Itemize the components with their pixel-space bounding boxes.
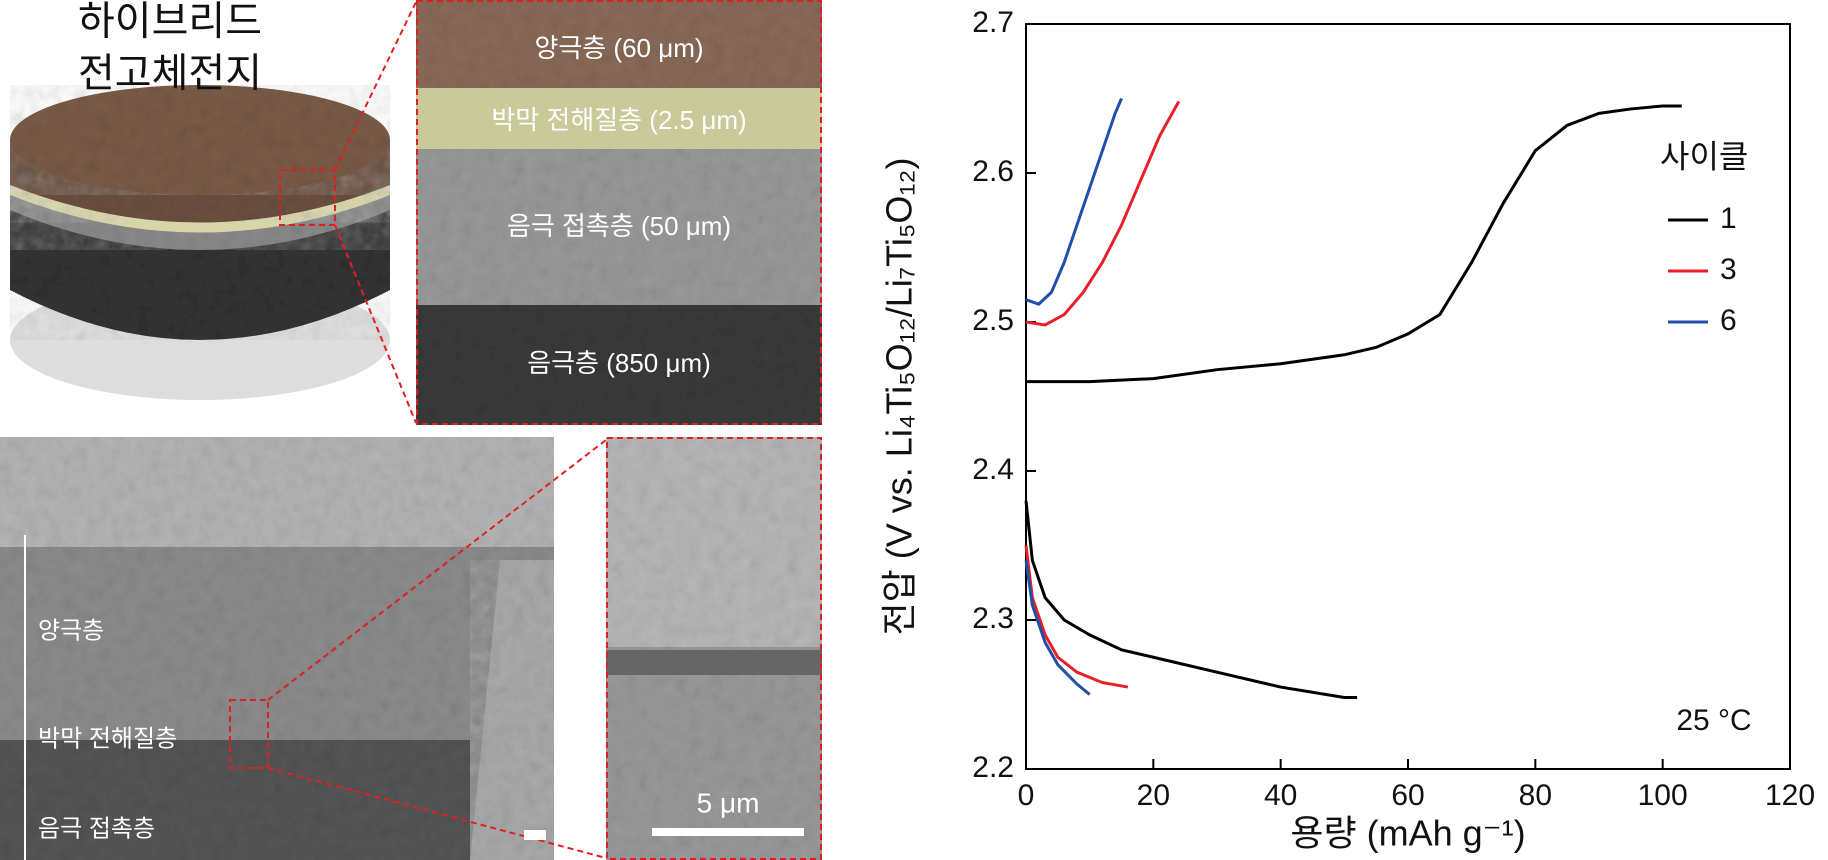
y-axis-label: 전압 (V vs. Li₄Ti₅O₁₂/Li₇Ti₅O₁₂) bbox=[879, 158, 920, 636]
plot-frame bbox=[1025, 23, 1791, 770]
x-axis-label: 용량 (mAh g⁻¹) bbox=[1290, 813, 1525, 854]
scale-bar-label: 5 μm bbox=[697, 787, 760, 818]
sem-label: 박막 전해질층 bbox=[38, 725, 177, 752]
title: 전고체전지 bbox=[78, 52, 262, 96]
x-tick-label: 0 bbox=[1018, 779, 1035, 812]
legend-label: 1 bbox=[1720, 202, 1737, 235]
x-tick-label: 40 bbox=[1264, 779, 1297, 812]
series-line bbox=[1024, 104, 1682, 699]
sem-zoom: 5 μm bbox=[606, 437, 822, 860]
x-tick-label: 80 bbox=[1519, 779, 1552, 812]
sem-label: 음극 접촉층 bbox=[38, 815, 155, 842]
y-tick-label: 2.7 bbox=[972, 6, 1014, 39]
line-chart: 0 20 40 60 80 100 120 2.2 2.3 2.4 2.5 2.6 2.7 용량 (mAh… bbox=[879, 6, 1816, 854]
layer-panel: 양극층 (60 μm) 박막 전해질층 (2.5 μm) 음극 접촉층 (50 … bbox=[416, 0, 822, 425]
y-tick-label: 2.5 bbox=[972, 304, 1014, 337]
y-tick-label: 2.6 bbox=[972, 155, 1014, 188]
legend-title: 사이클 bbox=[1660, 138, 1748, 174]
legend-label: 6 bbox=[1720, 304, 1737, 337]
series-line bbox=[1024, 97, 1123, 696]
x-tick-label: 120 bbox=[1765, 779, 1815, 812]
sem-label: 양극층 bbox=[38, 617, 104, 644]
layer-label: 양극층 (60 μm) bbox=[534, 33, 703, 63]
x-tick-label: 60 bbox=[1391, 779, 1424, 812]
battery-illustration: 하이브리드 전고체전지 bbox=[10, 0, 417, 424]
y-tick-label: 2.3 bbox=[972, 602, 1014, 635]
y-tick-label: 2.2 bbox=[972, 751, 1014, 784]
layer-label: 음극 접촉층 (50 μm) bbox=[507, 211, 731, 241]
legend-label: 3 bbox=[1720, 253, 1737, 286]
x-tick-label: 20 bbox=[1137, 779, 1170, 812]
series-line bbox=[1024, 100, 1181, 689]
title: 하이브리드 bbox=[78, 0, 262, 44]
annotation: 25 °C bbox=[1676, 704, 1751, 737]
sem-image: 양극층 박막 전해질층 음극 접촉층 bbox=[0, 437, 607, 860]
layer-label: 박막 전해질층 (2.5 μm) bbox=[491, 105, 746, 135]
x-tick-label: 100 bbox=[1638, 779, 1688, 812]
layer-label: 음극층 (850 μm) bbox=[527, 348, 711, 378]
y-tick-label: 2.4 bbox=[972, 453, 1014, 486]
